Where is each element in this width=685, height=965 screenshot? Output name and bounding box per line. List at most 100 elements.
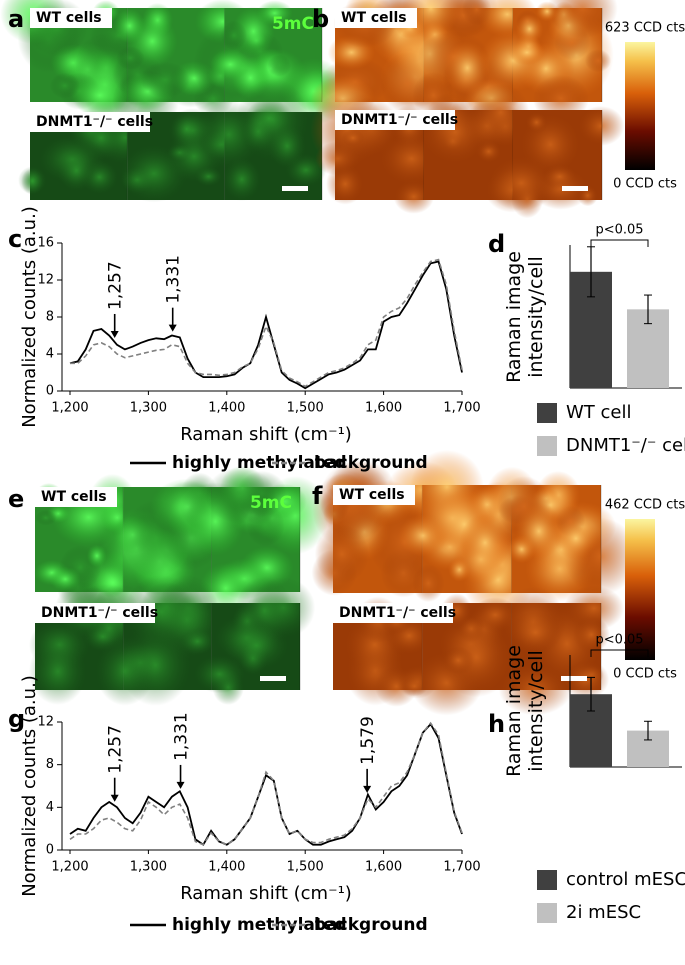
label-box [35, 603, 155, 623]
image-texture [35, 510, 57, 526]
label-box [335, 110, 455, 130]
x-tick-label: 1,400 [208, 860, 245, 875]
panel-letter: b [312, 5, 329, 33]
image-label: DNMT1⁻/⁻ cells [41, 605, 158, 621]
image-texture [442, 646, 475, 675]
x-axis-label: Raman shift (cm⁻¹) [180, 424, 352, 445]
panel-letter: g [8, 705, 25, 733]
x-tick-label: 1,500 [287, 860, 324, 875]
annotation-label: 1,257 [106, 261, 126, 310]
scale-bar [562, 186, 588, 191]
y-tick-label: 0 [46, 843, 54, 858]
image-texture [563, 585, 625, 631]
image-label: DNMT1⁻/⁻ cells [339, 605, 456, 621]
image-texture [439, 617, 514, 698]
image-label: WT cells [339, 487, 405, 503]
image-label: DNMT1⁻/⁻ cells [341, 112, 458, 128]
panel-letter: c [8, 225, 22, 253]
x-tick-label: 1,300 [130, 860, 167, 875]
image-texture [498, 662, 573, 716]
colorbar [625, 42, 655, 170]
label-box [30, 112, 150, 132]
panel-letter: d [488, 230, 505, 258]
annotation-arrowhead [110, 330, 119, 338]
image-texture [95, 636, 155, 706]
label-box [333, 485, 415, 505]
legend-swatch [537, 436, 557, 456]
x-tick-label: 1,600 [365, 401, 402, 416]
image-texture [542, 163, 578, 190]
x-tick-label: 1,500 [287, 401, 324, 416]
image-texture [205, 467, 277, 524]
image-texture [553, 516, 598, 560]
legend-label: background [314, 453, 428, 473]
significance-label: p<0.05 [595, 633, 643, 648]
image-texture [193, 654, 246, 694]
y-axis-label: Raman image intensity/cell [503, 645, 547, 777]
x-axis-label: Raman shift (cm⁻¹) [180, 883, 352, 904]
x-tick-label: 1,600 [365, 860, 402, 875]
legend-swatch [537, 870, 557, 890]
image-texture [314, 524, 370, 585]
y-tick-label: 8 [46, 310, 54, 325]
label-box [30, 8, 112, 28]
y-axis-label: Normalized counts (a.u.) [19, 675, 40, 897]
x-tick-label: 1,200 [51, 860, 88, 875]
image-label: WT cells [341, 10, 407, 26]
colorbar-max-label: 462 CCD cts [605, 498, 685, 513]
annotation-arrowhead [168, 324, 177, 332]
x-tick-label: 1,400 [208, 401, 245, 416]
image-texture [140, 61, 190, 99]
label-box [333, 603, 453, 623]
image-texture [210, 49, 251, 80]
y-tick-label: 4 [46, 347, 54, 362]
spectrum-line [69, 721, 463, 846]
significance-bracket [590, 649, 649, 657]
y-axis-label: Raman image intensity/cell [503, 250, 547, 383]
image-texture [21, 168, 44, 195]
image-texture [393, 179, 435, 214]
colorbar-min-label: 0 CCD cts [613, 177, 677, 192]
annotation-label: 1,331 [172, 712, 192, 761]
spectrum-line [69, 722, 463, 846]
significance-bracket [590, 239, 649, 247]
colorbar [625, 519, 655, 660]
y-tick-label: 12 [37, 715, 54, 730]
annotation-label: 1,257 [106, 725, 126, 774]
stain-label: 5mC [250, 493, 292, 513]
image-texture [572, 616, 610, 653]
legend-label: background [314, 915, 428, 935]
image-texture [525, 111, 548, 133]
image-texture [222, 157, 261, 202]
x-tick-label: 1,700 [443, 401, 480, 416]
colorbar-max-label: 623 CCD cts [605, 21, 685, 36]
image-texture [49, 72, 80, 99]
y-tick-label: 8 [46, 757, 54, 772]
panel-letter: a [8, 5, 24, 33]
annotation-arrowhead [110, 794, 119, 802]
legend-swatch [537, 403, 557, 423]
legend-label: WT cell [566, 402, 632, 423]
legend-label: control mESC [566, 869, 685, 890]
image-label: WT cells [36, 10, 102, 26]
image-texture [412, 564, 445, 603]
legend-label: highly methylated [172, 915, 347, 935]
annotation-label: 1,579 [358, 716, 378, 765]
y-tick-label: 12 [37, 273, 54, 288]
y-tick-label: 4 [46, 800, 54, 815]
x-tick-label: 1,700 [443, 860, 480, 875]
image-texture [113, 8, 146, 44]
image-texture [116, 46, 145, 70]
image-label: DNMT1⁻/⁻ cells [36, 114, 153, 130]
legend-label: DNMT1⁻/⁻ cell [566, 435, 685, 456]
significance-label: p<0.05 [595, 223, 643, 238]
image-texture [487, 155, 556, 211]
image-texture [124, 574, 198, 649]
scale-bar [561, 676, 587, 681]
image-texture [419, 98, 491, 166]
image-texture [584, 49, 612, 73]
image-texture [459, 513, 511, 572]
legend-swatch [537, 903, 557, 923]
image-label: WT cells [41, 489, 107, 505]
spectrum-line [69, 260, 463, 390]
